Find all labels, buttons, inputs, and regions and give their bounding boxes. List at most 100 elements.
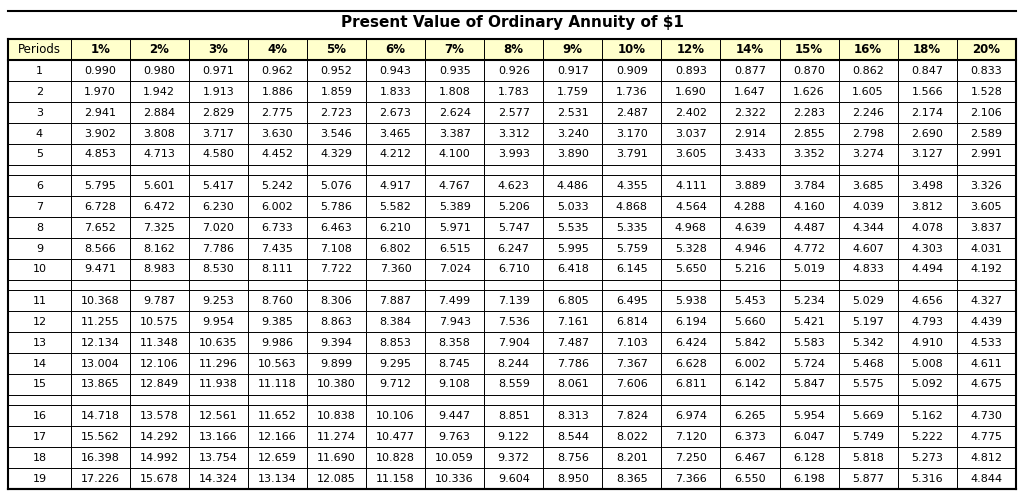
Text: 4.487: 4.487 [793, 223, 825, 233]
Text: 5.660: 5.660 [734, 317, 766, 327]
Text: 10.575: 10.575 [140, 317, 178, 327]
Text: 0.877: 0.877 [734, 66, 766, 76]
Text: 2.106: 2.106 [971, 107, 1002, 118]
Text: 1.886: 1.886 [261, 87, 293, 97]
Text: 2.829: 2.829 [203, 107, 234, 118]
Text: 16: 16 [33, 411, 46, 421]
Text: 3.630: 3.630 [261, 129, 293, 139]
Text: 8.853: 8.853 [380, 338, 412, 348]
Text: 15.678: 15.678 [140, 474, 179, 484]
Text: 4.675: 4.675 [971, 380, 1002, 389]
Text: 3.433: 3.433 [734, 149, 766, 159]
Text: 1.942: 1.942 [143, 87, 175, 97]
Text: 8.530: 8.530 [203, 264, 234, 275]
Text: 15: 15 [33, 380, 46, 389]
Text: 3.784: 3.784 [793, 181, 825, 191]
Text: 10.106: 10.106 [376, 411, 415, 421]
Text: 5.601: 5.601 [143, 181, 175, 191]
Text: 3.546: 3.546 [321, 129, 352, 139]
Text: 3.685: 3.685 [852, 181, 884, 191]
Text: 5.019: 5.019 [794, 264, 825, 275]
Text: 3.837: 3.837 [971, 223, 1002, 233]
Text: 7.652: 7.652 [84, 223, 116, 233]
Text: 13.166: 13.166 [199, 432, 238, 442]
Text: 4.439: 4.439 [971, 317, 1002, 327]
Text: 7.722: 7.722 [321, 264, 352, 275]
Text: 16%: 16% [854, 43, 883, 56]
Text: 3: 3 [36, 107, 43, 118]
Text: 7.943: 7.943 [438, 317, 471, 327]
Text: 4.327: 4.327 [971, 296, 1002, 306]
Text: 6.495: 6.495 [615, 296, 648, 306]
Text: 4.946: 4.946 [734, 244, 766, 253]
Text: 5.747: 5.747 [498, 223, 529, 233]
Text: 0.870: 0.870 [794, 66, 825, 76]
Text: 6: 6 [36, 181, 43, 191]
Text: 5.535: 5.535 [557, 223, 589, 233]
Text: 3.465: 3.465 [380, 129, 412, 139]
Text: 3.240: 3.240 [557, 129, 589, 139]
Text: 0.847: 0.847 [911, 66, 943, 76]
Text: 5.328: 5.328 [675, 244, 707, 253]
Text: 5.724: 5.724 [793, 358, 825, 369]
Text: 4.452: 4.452 [261, 149, 294, 159]
Text: 10: 10 [33, 264, 46, 275]
Text: 1.736: 1.736 [616, 87, 648, 97]
Text: 5.954: 5.954 [794, 411, 825, 421]
Text: 2.402: 2.402 [675, 107, 707, 118]
Text: 0.943: 0.943 [380, 66, 412, 76]
Text: 2.246: 2.246 [852, 107, 884, 118]
Text: 0.935: 0.935 [438, 66, 470, 76]
Text: 6.802: 6.802 [380, 244, 412, 253]
Text: 7.360: 7.360 [380, 264, 412, 275]
Text: 5.092: 5.092 [911, 380, 943, 389]
Text: 0.990: 0.990 [84, 66, 116, 76]
Text: 20%: 20% [972, 43, 1000, 56]
Text: 4.212: 4.212 [380, 149, 412, 159]
Text: 5.877: 5.877 [852, 474, 884, 484]
Text: 8.244: 8.244 [498, 358, 529, 369]
Text: 12.166: 12.166 [258, 432, 297, 442]
Text: 1.859: 1.859 [321, 87, 352, 97]
Text: 2.723: 2.723 [321, 107, 352, 118]
Text: 5: 5 [36, 149, 43, 159]
Text: 1.528: 1.528 [971, 87, 1002, 97]
Text: 4.039: 4.039 [852, 202, 884, 211]
Text: 12.849: 12.849 [139, 380, 179, 389]
Text: 6.002: 6.002 [734, 358, 766, 369]
Text: 4.812: 4.812 [971, 453, 1002, 463]
Text: 9.108: 9.108 [438, 380, 471, 389]
Text: 1.690: 1.690 [675, 87, 707, 97]
Text: 8.384: 8.384 [380, 317, 412, 327]
Text: 11.938: 11.938 [199, 380, 238, 389]
Text: 3.993: 3.993 [498, 149, 529, 159]
Text: 7.435: 7.435 [261, 244, 293, 253]
Text: 13.754: 13.754 [199, 453, 238, 463]
Text: 13: 13 [33, 338, 46, 348]
Text: 5.206: 5.206 [498, 202, 529, 211]
Text: 7.139: 7.139 [498, 296, 529, 306]
Text: 6.472: 6.472 [143, 202, 175, 211]
Text: 2: 2 [36, 87, 43, 97]
Text: 7.250: 7.250 [675, 453, 707, 463]
Text: 1.913: 1.913 [203, 87, 234, 97]
Text: 5.389: 5.389 [438, 202, 471, 211]
Text: 7: 7 [36, 202, 43, 211]
Text: 5.273: 5.273 [911, 453, 943, 463]
Text: 0.833: 0.833 [971, 66, 1002, 76]
Text: 9.385: 9.385 [261, 317, 293, 327]
Text: 5.421: 5.421 [794, 317, 825, 327]
Text: 5.938: 5.938 [675, 296, 707, 306]
Text: 2.914: 2.914 [734, 129, 766, 139]
Text: 13.134: 13.134 [258, 474, 297, 484]
Text: 14.718: 14.718 [81, 411, 120, 421]
Text: 9.763: 9.763 [438, 432, 471, 442]
Text: 18: 18 [33, 453, 46, 463]
Text: 10.635: 10.635 [199, 338, 238, 348]
Text: 10.059: 10.059 [435, 453, 474, 463]
Text: 5.971: 5.971 [438, 223, 471, 233]
Text: 1.759: 1.759 [557, 87, 589, 97]
Text: 11.158: 11.158 [376, 474, 415, 484]
Text: 8.061: 8.061 [557, 380, 589, 389]
Text: 4.329: 4.329 [321, 149, 352, 159]
